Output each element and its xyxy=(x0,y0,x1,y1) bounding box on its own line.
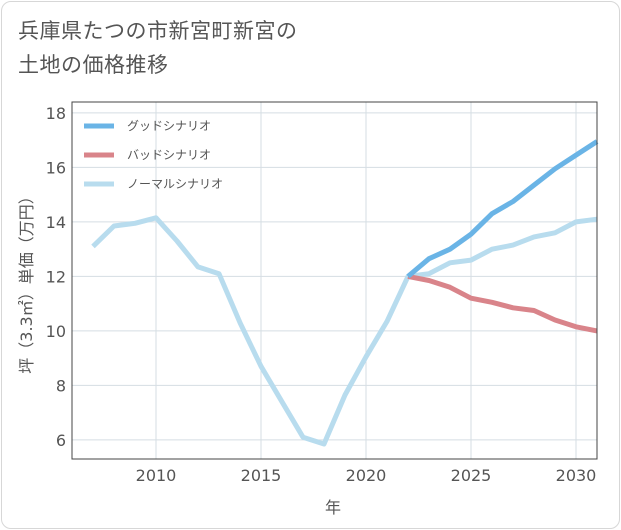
series-line-2 xyxy=(91,215,598,447)
plot-area-border xyxy=(71,101,598,460)
series-lines xyxy=(91,139,599,447)
y-tick-label: 14 xyxy=(46,213,66,232)
y-tick-label: 18 xyxy=(46,104,66,123)
y-axis-label: 坪（3.3㎡）単価（万円） xyxy=(17,188,36,373)
legend-label-1: バッドシナリオ xyxy=(127,148,211,162)
axis-ticks: 2010 2015 2020 2025 2030 6 8 10 12 14 16 18 xyxy=(46,104,597,485)
series-line-0 xyxy=(406,139,599,279)
x-tick-label: 2020 xyxy=(346,466,387,485)
y-tick-label: 8 xyxy=(56,376,66,395)
title-line-2: 土地の価格推移 xyxy=(18,53,169,77)
y-tick-label: 12 xyxy=(46,267,66,286)
x-axis-label: 年 xyxy=(325,498,341,517)
grid xyxy=(72,102,597,459)
x-tick-label: 2015 xyxy=(241,466,282,485)
x-tick-label: 2030 xyxy=(556,466,597,485)
series-line-1 xyxy=(407,273,598,334)
y-tick-label: 16 xyxy=(46,158,66,177)
x-tick-label: 2010 xyxy=(136,466,177,485)
title-line-1: 兵庫県たつの市新宮町新宮の xyxy=(18,19,298,43)
y-tick-label: 6 xyxy=(56,431,66,450)
chart-title: 兵庫県たつの市新宮町新宮の 土地の価格推移 xyxy=(18,14,438,82)
legend-label-0: グッドシナリオ xyxy=(127,119,211,133)
y-tick-label: 10 xyxy=(46,322,66,341)
legend-label-2: ノーマルシナリオ xyxy=(127,177,223,191)
x-tick-label: 2025 xyxy=(451,466,492,485)
